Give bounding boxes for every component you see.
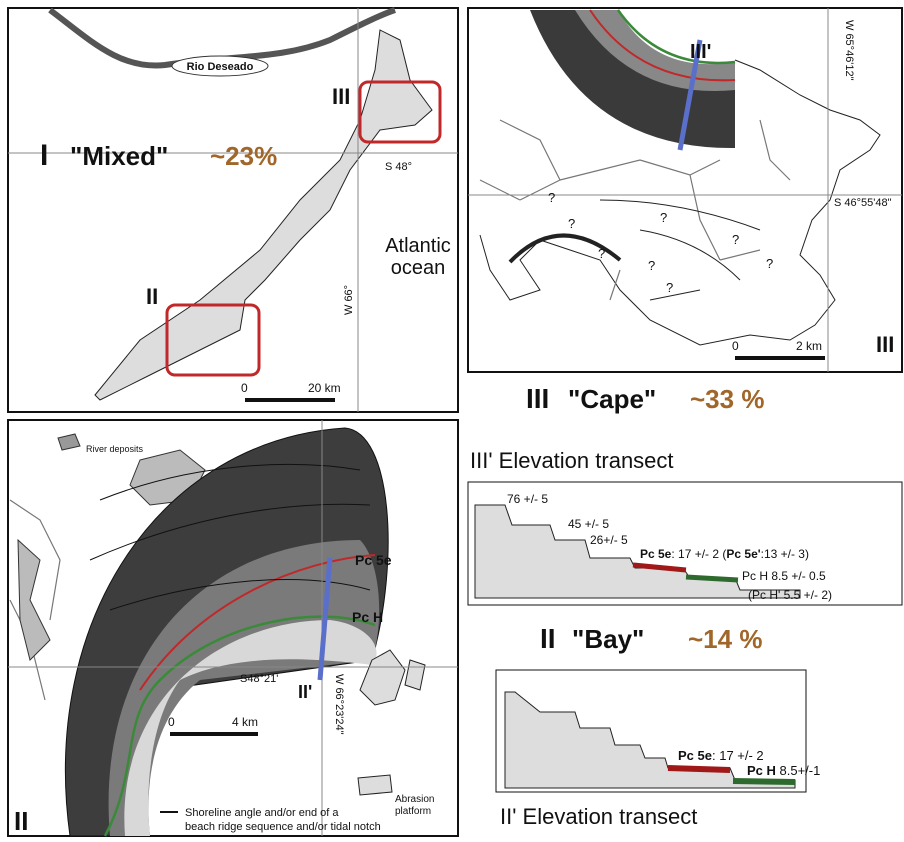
inset-box [165,303,261,377]
question-mark: ? [598,246,605,261]
box-label: III [332,84,350,109]
coastline [479,59,881,346]
type-name: "Mixed" [70,141,168,171]
elevation-label: Pc 5e: 17 +/- 2 (Pc 5e':13 +/- 3) [640,547,809,561]
scale-label: 2 km [796,339,822,353]
terrace-label: Pc 5e [355,552,392,568]
scale-bar [170,732,258,736]
terrace-band [108,540,380,836]
type-name: "Bay" [572,624,644,654]
elevation-label: Pc 5e: 17 +/- 2 [678,748,764,763]
question-mark: ? [732,232,739,247]
corner-label: III [876,332,894,357]
terrace-label: Pc H [352,609,383,625]
pch-line [616,9,736,65]
longitude: W 65°46'12" [843,20,855,81]
pc5e-segment [667,765,731,773]
inset-box [358,80,442,144]
pch-segment [685,574,739,583]
legend-label: River deposits [86,444,144,454]
numeral: I [40,139,48,172]
transect-title: III' Elevation transect [470,448,674,473]
scale-label: 20 km [308,381,341,395]
legend-label: Abrasion [395,794,434,805]
pc5e-segment [632,562,687,573]
question-mark: ? [666,280,673,295]
terrace-band [124,620,377,836]
scale-bar [245,398,335,402]
scale-label: 0 [241,381,248,395]
label-part: Pc 5e [678,748,712,763]
elevation-label: Pc H 8.5 +/- 0.5 [742,569,826,583]
ocean-label: Atlantic [385,235,451,257]
legend-swatch [57,433,81,451]
legend-label: platform [395,806,431,817]
elevation-label: 76 +/- 5 [507,492,548,506]
question-mark: ? [548,190,555,205]
label-part: Pc H [747,763,776,778]
ridge-line [599,199,761,301]
ocean-label: ocean [391,257,446,279]
pc5e-line [139,554,376,691]
type-name: "Cape" [568,384,656,414]
transect-line [317,557,333,681]
legend-label: beach ridge sequence and/or tidal notch [185,821,381,833]
profile [474,504,801,599]
pch-line [103,615,376,837]
label-part: :13 +/- 3) [761,547,809,561]
elevation-label: 45 +/- 5 [568,517,609,531]
drainage [479,119,791,301]
legend-swatch [357,774,393,796]
river-label-box [171,55,269,77]
label-part: : 17 +/- 2 [712,748,764,763]
elevation-label: 26+/- 5 [590,533,628,547]
transect-label: II' [298,682,312,702]
corner-label: II [14,806,28,836]
scale-label: 0 [168,715,175,729]
scale-label: 0 [732,339,739,353]
latitude: S 48° [385,161,412,173]
question-mark: ? [648,258,655,273]
pc5e-line [589,9,736,82]
transect-label: III' [690,41,711,63]
percent: ~14 % [688,624,762,654]
transect-line [677,39,703,151]
label-part: Pc 5e' [726,547,760,561]
pch-segment [732,778,796,785]
question-mark: ? [568,216,575,231]
numeral: III [526,383,549,414]
legend-label: Shoreline angle and/or end of a [185,807,339,819]
latitude: S 46°55'48" [834,197,892,209]
label-part: : 17 +/- 2 ( [671,547,726,561]
latitude: S48°21' [240,673,278,685]
scale-bar [735,356,825,360]
numeral: II [540,623,556,654]
label-part: Pc 5e [640,547,672,561]
profile [504,691,796,789]
river-label: Rio Deseado [187,61,254,73]
coastal-cliff [508,233,622,264]
question-mark: ? [660,210,667,225]
longitude: W 66°23'24" [333,674,345,735]
terrace-band [530,10,735,149]
question-mark: ? [766,256,773,271]
coast-land [94,29,433,401]
elevation-label: (Pc H' 5.5 +/- 2) [748,588,832,602]
scale-label: 4 km [232,715,258,729]
transect-title: II' Elevation transect [500,804,697,829]
label-part: 8.5+/-1 [776,763,820,778]
ridge-line [89,463,371,611]
island [359,649,426,706]
elevation-label: Pc H 8.5+/-1 [747,763,820,778]
percent: ~23% [210,141,277,171]
box-label: II [146,284,158,309]
longitude: W 66° [343,285,355,315]
percent: ~33 % [690,384,764,414]
